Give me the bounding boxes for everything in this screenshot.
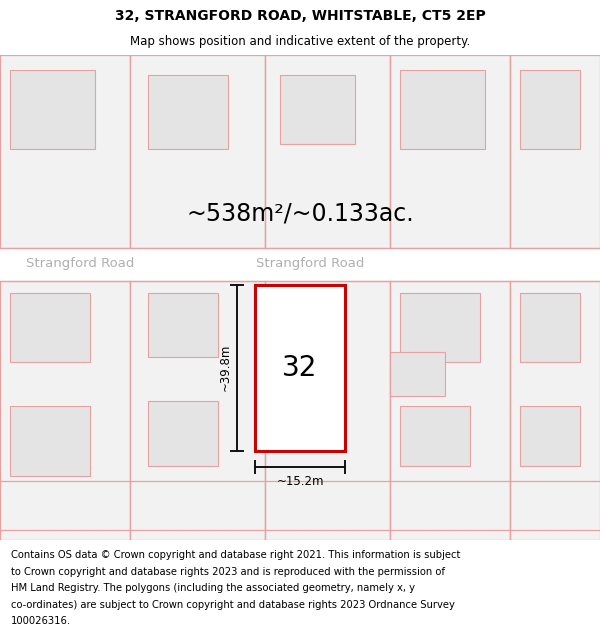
Text: ~39.8m: ~39.8m	[219, 344, 232, 391]
Bar	[280, 75, 355, 144]
Bar	[148, 401, 218, 466]
Text: HM Land Registry. The polygons (including the associated geometry, namely x, y: HM Land Registry. The polygons (includin…	[11, 583, 415, 593]
Bar	[130, 55, 265, 248]
Bar	[510, 55, 600, 248]
Bar	[520, 406, 580, 466]
Text: 32: 32	[283, 354, 317, 382]
Text: 32, STRANGFORD ROAD, WHITSTABLE, CT5 2EP: 32, STRANGFORD ROAD, WHITSTABLE, CT5 2EP	[115, 9, 485, 24]
Text: Strangford Road: Strangford Road	[256, 258, 364, 271]
Bar	[10, 292, 90, 362]
Bar	[510, 281, 600, 540]
Text: ~15.2m: ~15.2m	[276, 474, 324, 488]
Bar	[130, 281, 265, 540]
Bar	[265, 55, 390, 248]
Bar	[148, 75, 228, 149]
Bar	[0, 55, 130, 248]
Text: Strangford Road: Strangford Road	[26, 258, 134, 271]
Bar	[390, 281, 510, 540]
Bar	[520, 292, 580, 362]
Text: to Crown copyright and database rights 2023 and is reproduced with the permissio: to Crown copyright and database rights 2…	[11, 567, 445, 577]
Bar	[400, 292, 480, 362]
Bar	[390, 55, 510, 248]
Bar	[400, 406, 470, 466]
Bar	[148, 292, 218, 357]
Text: 100026316.: 100026316.	[11, 616, 71, 625]
Bar	[10, 70, 95, 149]
Text: ~538m²/~0.133ac.: ~538m²/~0.133ac.	[186, 201, 414, 226]
Bar	[10, 406, 90, 476]
Text: Contains OS data © Crown copyright and database right 2021. This information is : Contains OS data © Crown copyright and d…	[11, 550, 460, 560]
Bar	[400, 70, 485, 149]
Text: co-ordinates) are subject to Crown copyright and database rights 2023 Ordnance S: co-ordinates) are subject to Crown copyr…	[11, 600, 455, 610]
Text: Map shows position and indicative extent of the property.: Map shows position and indicative extent…	[130, 35, 470, 48]
Bar	[520, 70, 580, 149]
Bar	[0, 281, 130, 540]
Bar	[0, 248, 600, 281]
Bar	[265, 281, 390, 540]
Bar	[255, 284, 345, 451]
Bar	[390, 352, 445, 396]
